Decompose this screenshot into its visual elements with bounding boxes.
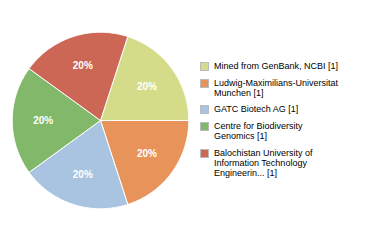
svg-text:20%: 20% bbox=[33, 115, 53, 126]
html-text:Mined from GenBank, NCBI [1]: Mined from GenBank, NCBI [1] bbox=[214, 61, 339, 72]
html-text:Ludwig-Maximilians-Universitat: Ludwig-Maximilians-Universitat Munchen [… bbox=[214, 77, 338, 99]
svg-text:20%: 20% bbox=[73, 169, 93, 180]
svg-text:20%: 20% bbox=[137, 148, 157, 159]
html-text:Balochistan University of Info: Balochistan University of Information Te… bbox=[214, 147, 313, 179]
html-text:GATC Biotech AG [1]: GATC Biotech AG [1] bbox=[214, 104, 299, 115]
svg-text:20%: 20% bbox=[137, 81, 157, 92]
html-text:Centre for Biodiversity Genomi: Centre for Biodiversity Genomics [1] bbox=[214, 120, 303, 142]
svg-text:20%: 20% bbox=[73, 60, 93, 71]
